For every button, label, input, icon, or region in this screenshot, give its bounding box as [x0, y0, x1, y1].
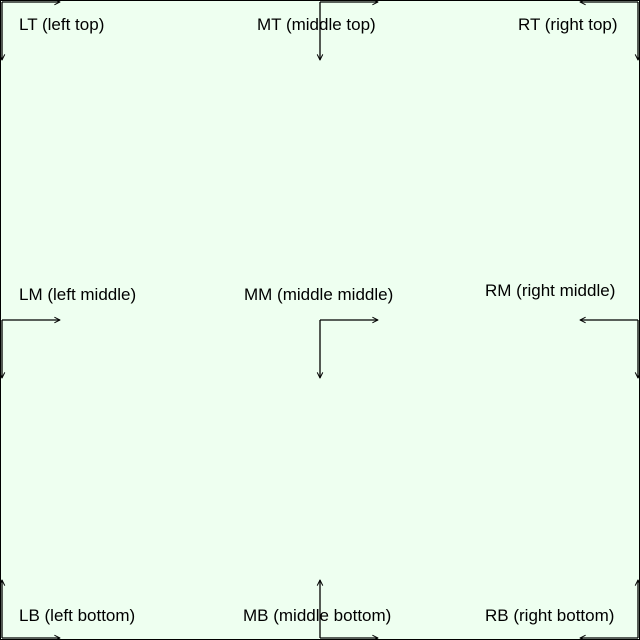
label-middle-top: MT (middle top)	[257, 15, 376, 34]
label-middle-middle: MM (middle middle)	[244, 285, 394, 304]
label-right-top: RT (right top)	[518, 15, 618, 34]
label-right-bottom: RB (right bottom)	[485, 606, 615, 625]
label-middle-bottom: MB (middle bottom)	[243, 606, 392, 625]
label-left-middle: LM (left middle)	[19, 285, 137, 304]
label-right-middle: RM (right middle)	[485, 281, 616, 300]
label-left-top: LT (left top)	[19, 15, 105, 34]
label-left-bottom: LB (left bottom)	[19, 606, 136, 625]
